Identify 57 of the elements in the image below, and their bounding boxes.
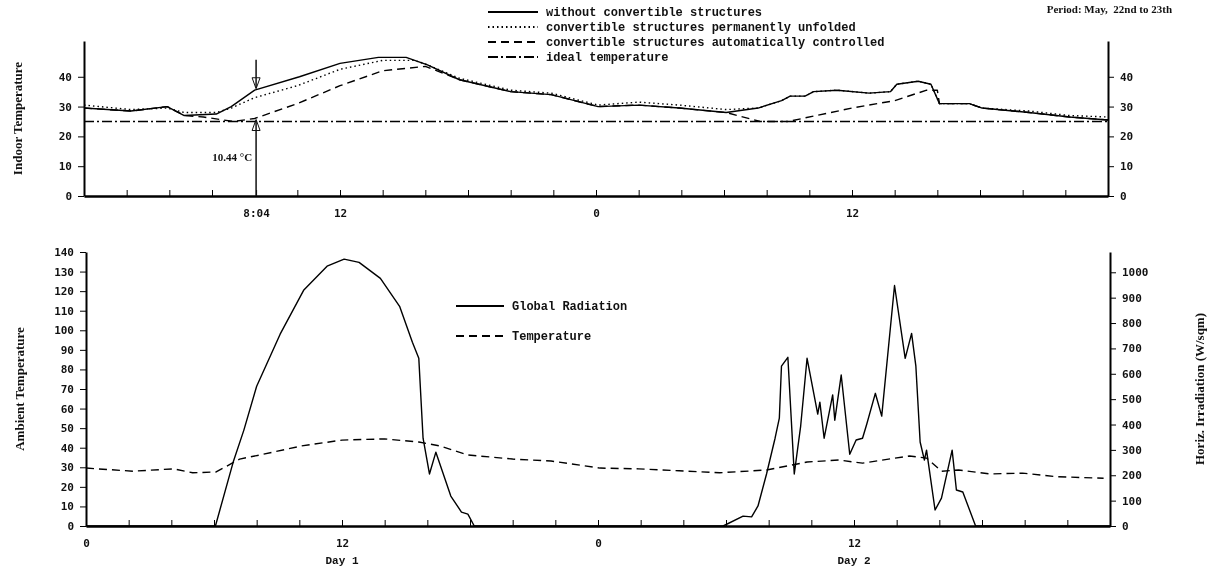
y2-tick-label: 900 xyxy=(1122,291,1142,305)
x-tick-label: 12 xyxy=(335,536,350,550)
legend-label: ideal temperature xyxy=(546,51,669,65)
y-tick-label: 30 xyxy=(58,100,72,114)
x-tick-label: 12 xyxy=(845,206,860,220)
y2-tick-label: 600 xyxy=(1122,367,1142,381)
y2-axis-title: Horiz. Irradiation (W/sqm) xyxy=(1192,312,1207,466)
legend-label: Global Radiation xyxy=(512,300,628,314)
y-tick-label: 30 xyxy=(60,461,74,475)
y2-tick-label: 400 xyxy=(1122,418,1142,432)
x-tick-label: 12 xyxy=(847,536,862,550)
text: Day 2 xyxy=(837,555,871,567)
text: Day 1 xyxy=(325,555,359,567)
x-tick-label: 0 xyxy=(83,536,90,550)
y-tick-label: 70 xyxy=(60,383,74,397)
y-tick-label: 10 xyxy=(60,500,74,514)
y-tick-label: 100 xyxy=(54,324,74,338)
x-tick-label: 12 xyxy=(333,206,348,220)
x-tick-label: 0 xyxy=(595,536,602,550)
y-tick-label: 20 xyxy=(58,130,72,144)
y-tick-label: 80 xyxy=(60,363,74,377)
y-tick-label: 0 xyxy=(67,520,74,534)
y-axis-title: Ambient Temperature xyxy=(12,326,27,451)
legend-label: convertible structures permanently unfolded xyxy=(546,21,856,35)
y-tick-label: 90 xyxy=(60,343,74,357)
y2-tick-label: 0 xyxy=(1122,520,1129,534)
legend-label: convertible structures automatically controlled xyxy=(546,36,885,50)
chart-subtitle: Period: May, 22nd to 23th xyxy=(1046,3,1172,15)
legend-label: without convertible structures xyxy=(546,6,763,20)
y-tick-label: 40 xyxy=(58,70,72,84)
y-tick-label: 50 xyxy=(60,422,74,436)
y2-tick-label: 800 xyxy=(1122,317,1142,331)
y-tick-label: 10 xyxy=(58,160,72,174)
x-tick-label: 8:04 xyxy=(243,206,271,220)
y-tick-label: 120 xyxy=(54,285,74,299)
x-tick-label: 0 xyxy=(593,206,600,220)
y2-tick-label: 200 xyxy=(1122,469,1142,483)
y-axis-title: Indoor Temperature xyxy=(10,61,25,176)
y2-tick-label: 0 xyxy=(1120,190,1127,204)
y-tick-label: 20 xyxy=(60,480,74,494)
annotation: 10.44 °C xyxy=(212,151,253,164)
y2-tick-label: 100 xyxy=(1122,494,1142,508)
y2-tick-label: 30 xyxy=(1120,100,1134,114)
legend-label: Temperature xyxy=(512,330,592,344)
y2-tick-label: 300 xyxy=(1122,443,1142,457)
y2-tick-label: 500 xyxy=(1122,393,1142,407)
y-tick-label: 40 xyxy=(60,441,74,455)
y-tick-label: 110 xyxy=(54,304,74,318)
y-tick-label: 130 xyxy=(54,265,74,279)
y2-tick-label: 20 xyxy=(1120,130,1134,144)
y-tick-label: 140 xyxy=(54,246,74,260)
y2-tick-label: 1000 xyxy=(1122,266,1149,280)
y2-tick-label: 10 xyxy=(1120,160,1134,174)
y2-tick-label: 40 xyxy=(1120,70,1134,84)
y2-tick-label: 700 xyxy=(1122,342,1142,356)
y-tick-label: 0 xyxy=(65,190,72,204)
y-tick-label: 60 xyxy=(60,402,74,416)
